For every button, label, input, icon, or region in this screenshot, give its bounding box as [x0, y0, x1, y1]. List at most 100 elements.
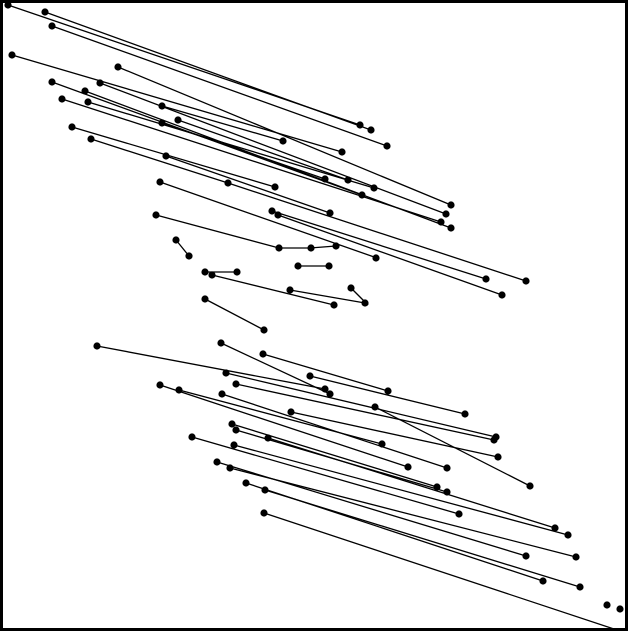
segment-endpoint: [447, 224, 454, 231]
segment-endpoint: [306, 372, 313, 379]
segment-endpoint: [522, 552, 529, 559]
segment-endpoint: [230, 441, 237, 448]
segment-endpoint: [332, 242, 339, 249]
segment-endpoint: [404, 463, 411, 470]
segment-endpoint: [330, 301, 337, 308]
segment-endpoint: [87, 135, 94, 142]
segment-endpoint: [264, 434, 271, 441]
segment-endpoint: [616, 605, 623, 612]
segment-endpoint: [158, 119, 165, 126]
segment-endpoint: [175, 386, 182, 393]
segment-endpoint: [539, 577, 546, 584]
segment-endpoint: [367, 126, 374, 133]
segment-endpoint: [232, 380, 239, 387]
segment-endpoint: [490, 436, 497, 443]
segment-endpoint: [271, 183, 278, 190]
segment-endpoint: [576, 583, 583, 590]
segment-endpoint: [326, 390, 333, 397]
segment-endpoint: [201, 295, 208, 302]
segment-endpoint: [344, 176, 351, 183]
segment-endpoint: [526, 482, 533, 489]
segment-endpoint: [498, 291, 505, 298]
segment-endpoint: [58, 95, 65, 102]
segment-endpoint: [68, 123, 75, 130]
segment-endpoint: [443, 464, 450, 471]
segment-endpoint: [384, 387, 391, 394]
segment-endpoint: [287, 408, 294, 415]
segment-endpoint: [522, 277, 529, 284]
segment-endpoint: [307, 244, 314, 251]
segment-endpoint: [370, 184, 377, 191]
segment-endpoint: [275, 244, 282, 251]
segment-endpoint: [162, 152, 169, 159]
segment-endpoint: [274, 211, 281, 218]
segment-endpoint: [494, 453, 501, 460]
segment-endpoint: [158, 102, 165, 109]
segment-endpoint: [286, 286, 293, 293]
segment-endpoint: [228, 420, 235, 427]
segment-endpoint: [572, 553, 579, 560]
segment-endpoint: [261, 486, 268, 493]
segment-endpoint: [152, 211, 159, 218]
segment-endpoint: [48, 22, 55, 29]
segment-endpoint: [447, 201, 454, 208]
segment-endpoint: [8, 51, 15, 58]
segment-endpoint: [114, 63, 121, 70]
segment-endpoint: [482, 275, 489, 282]
segment-endpoint: [185, 252, 192, 259]
segment-endpoint: [356, 121, 363, 128]
segment-endpoint: [208, 271, 215, 278]
segment-endpoint: [222, 369, 229, 376]
segment-endpoint: [84, 98, 91, 105]
segment-endpoint: [461, 410, 468, 417]
segment-endpoint: [156, 381, 163, 388]
segment-endpoint: [156, 178, 163, 185]
segment-endpoint: [188, 433, 195, 440]
segment-endpoint: [442, 210, 449, 217]
segment-endpoint: [96, 79, 103, 86]
segment-endpoint: [224, 179, 231, 186]
segment-endpoint: [268, 207, 275, 214]
segment-endpoint: [378, 440, 385, 447]
segment-endpoint: [551, 524, 558, 531]
segment-endpoint: [174, 116, 181, 123]
segment-endpoint: [564, 531, 571, 538]
segment-endpoint: [201, 268, 208, 275]
segment-endpoint: [603, 601, 610, 608]
segment-endpoint: [443, 488, 450, 495]
segment-endpoint: [455, 510, 462, 517]
segment-endpoint: [325, 262, 332, 269]
segment-endpoint: [361, 299, 368, 306]
segment-endpoint: [433, 483, 440, 490]
segment-endpoint: [260, 509, 267, 516]
segment-endpoint: [260, 326, 267, 333]
segment-endpoint: [81, 87, 88, 94]
segment-endpoint: [372, 254, 379, 261]
segment-endpoint: [338, 148, 345, 155]
segment-endpoint: [294, 262, 301, 269]
segment-endpoint: [347, 284, 354, 291]
segment-endpoint: [259, 350, 266, 357]
segment-endpoint: [358, 191, 365, 198]
segment-endpoint: [383, 142, 390, 149]
segment-endpoint: [4, 1, 11, 8]
segment-endpoint: [233, 268, 240, 275]
segment-endpoint: [213, 458, 220, 465]
segment-endpoint: [218, 390, 225, 397]
segment-endpoint: [371, 403, 378, 410]
segment-endpoint: [321, 175, 328, 182]
segment-endpoint: [279, 137, 286, 144]
segment-endpoint: [93, 342, 100, 349]
segment-endpoint: [172, 236, 179, 243]
segment-endpoint: [217, 339, 224, 346]
segment-endpoint: [242, 479, 249, 486]
segment-endpoint: [326, 209, 333, 216]
segment-endpoint: [48, 78, 55, 85]
segment-endpoint: [41, 8, 48, 15]
segment-endpoint: [232, 426, 239, 433]
segment-endpoint: [437, 218, 444, 225]
segment-endpoint: [226, 464, 233, 471]
